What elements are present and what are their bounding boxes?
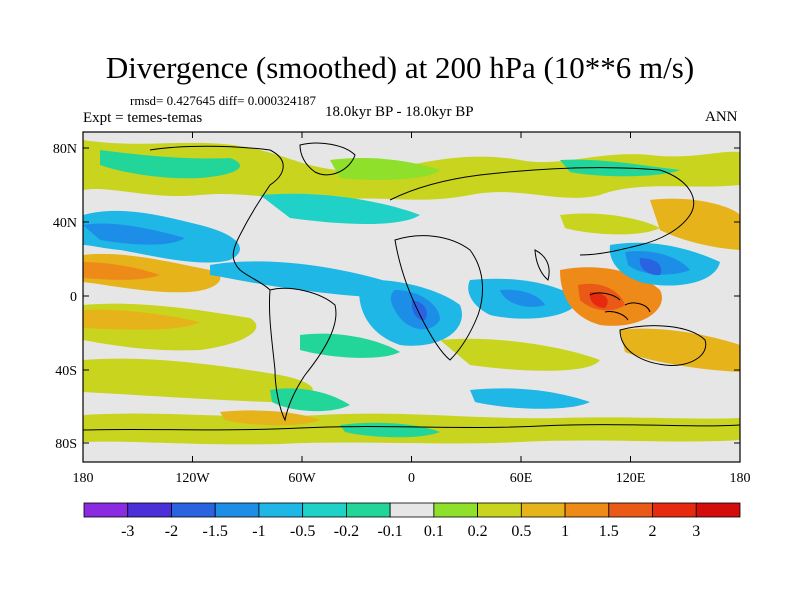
field-patch: [83, 223, 185, 245]
field-patch: [560, 213, 660, 235]
coastline-india: [534, 249, 550, 281]
colorbar-swatch: [258, 502, 304, 518]
lon-tick-label: 0: [408, 471, 415, 486]
lon-tick-label: 180: [73, 471, 94, 486]
colorbar-label: -1.5: [203, 523, 228, 540]
field-patch: [300, 333, 400, 358]
lon-tick-label: 60E: [510, 471, 533, 486]
lon-tick-label: 180: [730, 471, 751, 486]
colorbar-label: 2: [649, 523, 657, 540]
season-label: ANN: [705, 109, 738, 125]
colorbar-label: 3: [692, 523, 700, 540]
field-patch: [470, 388, 590, 409]
longitude-axis: 180 120W 60W 0 60E 120E 180: [73, 132, 751, 486]
colorbar-swatch: [520, 502, 566, 518]
field-patch: [639, 258, 662, 276]
colorbar-label: -3: [121, 523, 134, 540]
colorbar-label: 0.1: [424, 523, 444, 540]
colorbar-swatch: [302, 502, 347, 518]
coastlines: [83, 142, 740, 431]
field-patch: [650, 198, 740, 250]
lat-tick-label: 80N: [53, 142, 77, 157]
coastline-africa: [394, 235, 483, 361]
coastline-antarctica: [83, 424, 740, 431]
field-patch: [83, 309, 200, 330]
colorbar-label: 1: [561, 523, 569, 540]
coastline-north-america: [149, 145, 284, 291]
field-patch: [330, 158, 440, 180]
period-label: 18.0kyr BP - 18.0kyr BP: [325, 104, 474, 120]
experiment-label: Expt = temes-temas: [83, 110, 203, 126]
field-patch: [589, 292, 608, 308]
colorbar-swatch: [214, 502, 260, 518]
colorbar-swatch: [345, 502, 391, 518]
colorbar-swatch: [171, 502, 216, 518]
field-patch: [500, 289, 545, 307]
lat-tick-label: 40S: [55, 364, 77, 379]
coastline-eurasia: [389, 167, 695, 256]
field-patch: [100, 150, 240, 179]
field-patch: [260, 193, 420, 224]
field-patch: [440, 338, 600, 371]
field-patch: [83, 262, 160, 280]
coastline-south-america: [268, 287, 337, 422]
colorbar-swatch: [564, 502, 610, 518]
lon-tick-label: 120E: [616, 471, 646, 486]
colorbar-swatch: [83, 502, 129, 518]
colorbar-swatch: [652, 502, 697, 518]
coastline-greenland: [299, 142, 356, 176]
colorbar-label: -2: [165, 523, 178, 540]
lat-tick-label: 40N: [53, 216, 77, 231]
colorbar-swatch: [433, 502, 479, 518]
coastline-australia: [619, 325, 707, 366]
lat-tick-label: 0: [70, 290, 77, 305]
colorbar-swatch: [127, 502, 172, 518]
lon-tick-label: 120W: [175, 471, 210, 486]
rmsd-diff-stats: rmsd= 0.427645 diff= 0.000324187: [130, 93, 316, 108]
colorbar-swatch: [389, 502, 435, 518]
colorbar-swatch: [608, 502, 653, 518]
map-title: Divergence (smoothed) at 200 hPa (10**6 …: [105, 50, 695, 85]
field-patch: [270, 388, 350, 412]
lat-tick-label: 80S: [55, 437, 77, 452]
colorbar-swatch: [695, 502, 741, 518]
colorbar-label: -1: [252, 523, 265, 540]
colorbar-label: 1.5: [599, 523, 619, 540]
colorbar-label: -0.1: [377, 523, 402, 540]
field-patch: [220, 410, 320, 426]
latitude-axis: 80N 40N 0 40S 80S: [53, 142, 740, 452]
coastline-maritime: [589, 292, 651, 321]
lon-tick-label: 60W: [288, 471, 316, 486]
colorbar-label: 0.5: [511, 523, 531, 540]
divergence-field: [83, 140, 740, 445]
colorbar-swatch: [477, 502, 522, 518]
field-patch: [83, 358, 313, 402]
colorbar-label: 0.2: [468, 523, 488, 540]
field-patch: [620, 328, 740, 372]
colorbar-label: -0.5: [290, 523, 315, 540]
colorbar-label: -0.2: [334, 523, 359, 540]
colorbar: -3 -2 -1.5 -1 -0.5 -0.2 -0.1 0.1 0.2 0.5 1 1.5 2 3: [83, 502, 741, 540]
